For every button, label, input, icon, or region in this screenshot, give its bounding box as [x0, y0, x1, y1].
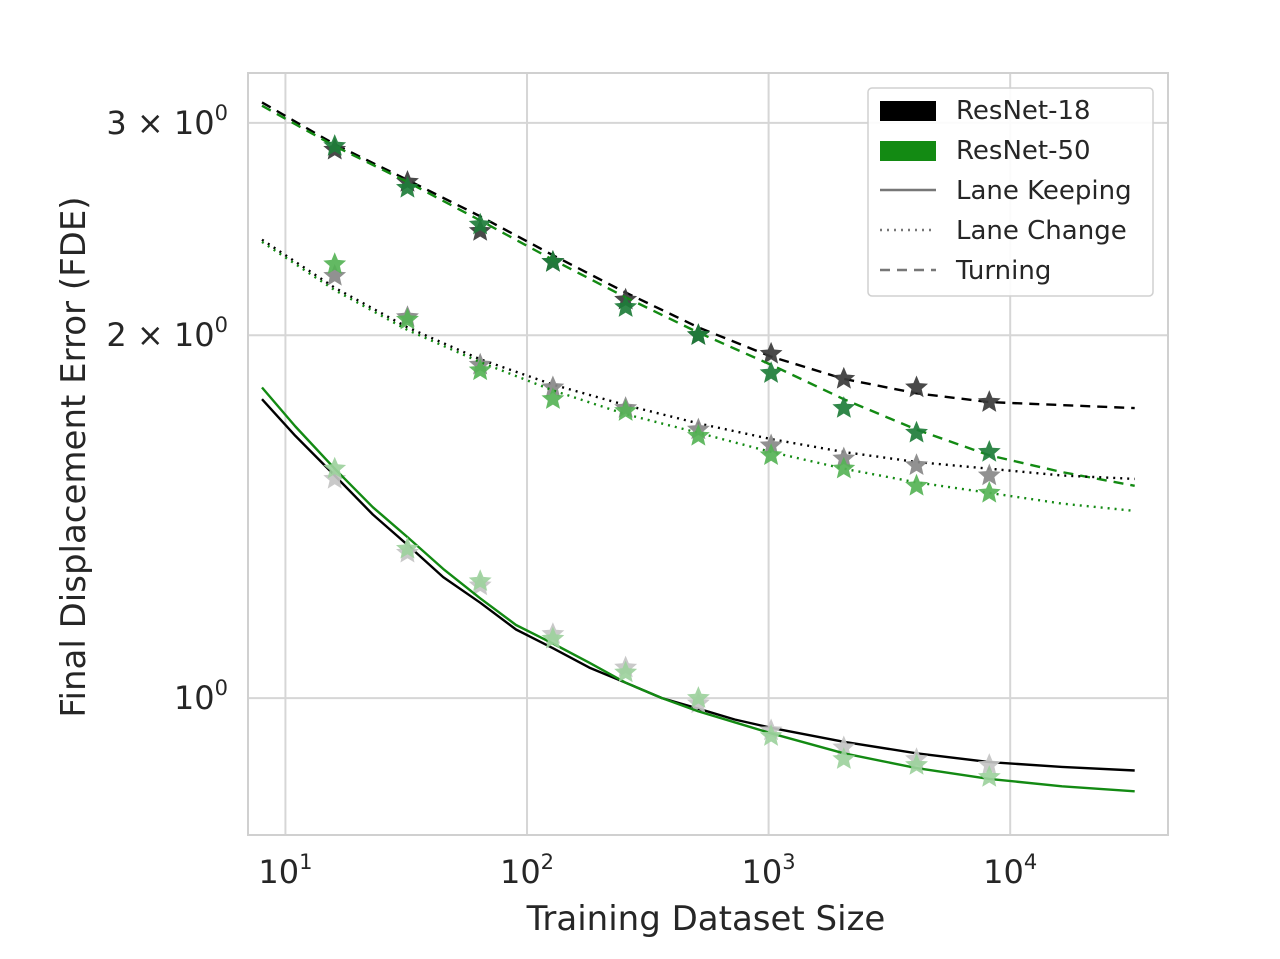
data-point-star: [977, 440, 1001, 462]
data-point-star: [905, 420, 928, 443]
data-point-star: [323, 252, 347, 274]
x-tick-label: 104: [983, 850, 1037, 891]
series-resnet-50-turning: [261, 104, 1135, 487]
y-tick-prefix: 3 ×: [106, 104, 174, 142]
data-point-star: [396, 307, 419, 330]
data-point-star: [323, 263, 347, 286]
y-tick-label: 2 × 100: [106, 313, 228, 354]
y-tick-exponent: 0: [215, 676, 228, 700]
x-tick-exponent: 4: [1024, 850, 1037, 874]
data-point-star: [468, 212, 492, 235]
data-point-star: [905, 473, 928, 496]
series-layer: [261, 101, 1135, 793]
y-tick-base: 10: [174, 316, 215, 354]
y-tick-exponent: 0: [215, 101, 228, 125]
series-resnet-50-lane-keeping: [261, 386, 1135, 793]
legend-label: Lane Keeping: [956, 176, 1132, 206]
y-tick-base: 10: [174, 104, 215, 142]
data-point-star: [905, 453, 928, 475]
x-tick-exponent: 2: [541, 850, 554, 874]
x-axis-label: Training Dataset Size: [526, 899, 886, 939]
data-point-star: [977, 765, 1001, 787]
y-tick-label: 100: [174, 676, 228, 717]
data-point-star: [832, 747, 856, 769]
x-tick-base: 10: [258, 853, 299, 891]
data-point-star: [832, 456, 856, 479]
fit-line: [261, 386, 1135, 793]
legend-label: ResNet-50: [956, 136, 1091, 166]
data-point-star: [687, 423, 710, 446]
data-point-star: [759, 361, 783, 383]
data-point-star: [759, 341, 783, 364]
legend-swatch: [880, 101, 936, 121]
data-point-star: [832, 396, 856, 418]
x-tick-base: 10: [983, 853, 1024, 891]
x-tick-base: 10: [500, 853, 541, 891]
data-point-star: [905, 753, 928, 775]
y-tick-exponent: 0: [215, 313, 228, 337]
data-point-star: [759, 724, 783, 746]
data-point-star: [977, 390, 1001, 412]
data-point-star: [614, 295, 638, 317]
data-point-star: [614, 399, 638, 421]
data-point-star: [541, 375, 565, 398]
data-point-star: [905, 375, 928, 398]
series-resnet-50-lane-change: [261, 240, 1135, 513]
y-tick-prefix: 2 ×: [106, 316, 174, 354]
data-point-star: [396, 536, 419, 559]
data-point-star: [977, 463, 1001, 486]
data-point-star: [323, 466, 347, 489]
data-point-star: [541, 250, 565, 272]
y-tick-label: 3 × 100: [106, 101, 228, 142]
plot-frame: [247, 72, 1169, 836]
x-tick-label: 102: [500, 850, 554, 891]
x-tick-label: 103: [742, 850, 796, 891]
legend-box: [867, 87, 1154, 297]
data-point-star: [977, 480, 1001, 503]
data-point-star: [468, 569, 492, 591]
data-point-star: [323, 134, 347, 156]
fit-line: [261, 398, 1135, 772]
x-tick-base: 10: [742, 853, 783, 891]
data-point-star: [468, 358, 492, 381]
data-point-star: [541, 626, 565, 649]
y-axis-label: Final Displacement Error (FDE): [54, 196, 94, 717]
data-point-star: [541, 387, 565, 409]
data-point-star: [687, 323, 710, 345]
x-tick-label: 101: [258, 850, 312, 891]
x-tick-exponent: 3: [782, 850, 795, 874]
data-point-star: [759, 443, 783, 465]
legend-label: Lane Change: [956, 216, 1127, 246]
data-point-star: [323, 456, 347, 479]
data-point-star: [614, 660, 638, 683]
legend: ResNet-18 ResNet-50 Lane Keeping Lane Chang…: [867, 87, 1154, 297]
data-point-star: [832, 366, 856, 389]
data-point-star: [977, 753, 1001, 775]
legend-label: Turning: [955, 256, 1051, 286]
data-point-star: [687, 686, 710, 708]
legend-label: ResNet-18: [956, 96, 1091, 126]
legend-swatch: [880, 141, 936, 161]
y-tick-base: 10: [174, 679, 215, 717]
x-tick-exponent: 1: [299, 850, 312, 874]
data-point-star: [396, 175, 419, 198]
